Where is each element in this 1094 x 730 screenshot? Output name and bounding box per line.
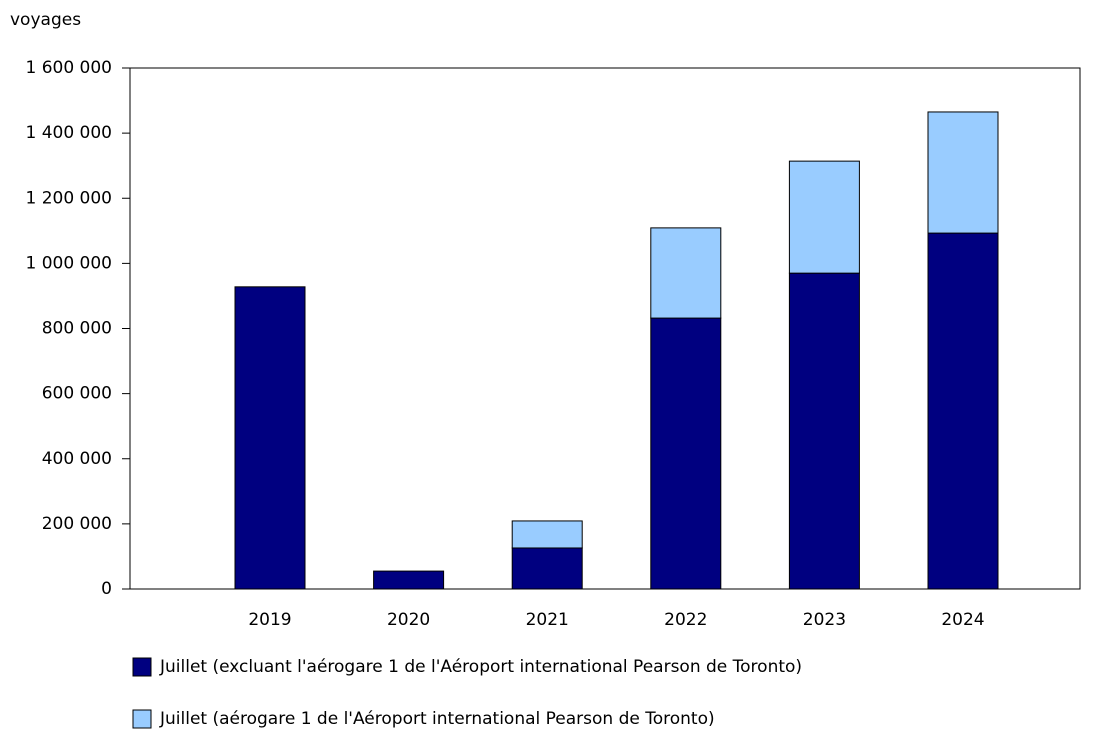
bar-segment [511,547,583,590]
y-tick-label: 600 000 [42,384,112,404]
x-tick-label: 2019 [248,610,291,630]
y-tick-label: 1 000 000 [25,253,112,273]
x-tick-label: 2020 [387,610,430,630]
y-tick-label: 1 200 000 [25,188,112,208]
y-tick-label: 0 [101,579,112,599]
legend-swatch [132,657,152,677]
bar-segment [788,272,860,590]
legend-label: Juillet (aérogare 1 de l'Aéroport intern… [159,709,715,729]
bar-segment [650,317,722,590]
x-tick-label: 2021 [526,610,569,630]
y-tick-label: 1 600 000 [25,58,112,78]
legend-swatch [132,709,152,729]
y-tick-label: 800 000 [42,319,112,339]
bar-segment [650,227,722,319]
bar-segment [373,570,445,590]
legend-label: Juillet (excluant l'aérogare 1 de l'Aéro… [159,657,802,677]
y-tick-label: 200 000 [42,514,112,534]
x-tick-label: 2024 [941,610,984,630]
x-tick-label: 2022 [664,610,707,630]
y-axis-label: voyages [10,10,81,30]
bar-segment [927,232,999,590]
x-tick-label: 2023 [803,610,846,630]
bar-segment [788,160,860,274]
y-tick-label: 400 000 [42,449,112,469]
bar-segment [511,520,583,549]
bar-segment [234,286,306,590]
y-tick-label: 1 400 000 [25,123,112,143]
bar-segment [927,111,999,234]
